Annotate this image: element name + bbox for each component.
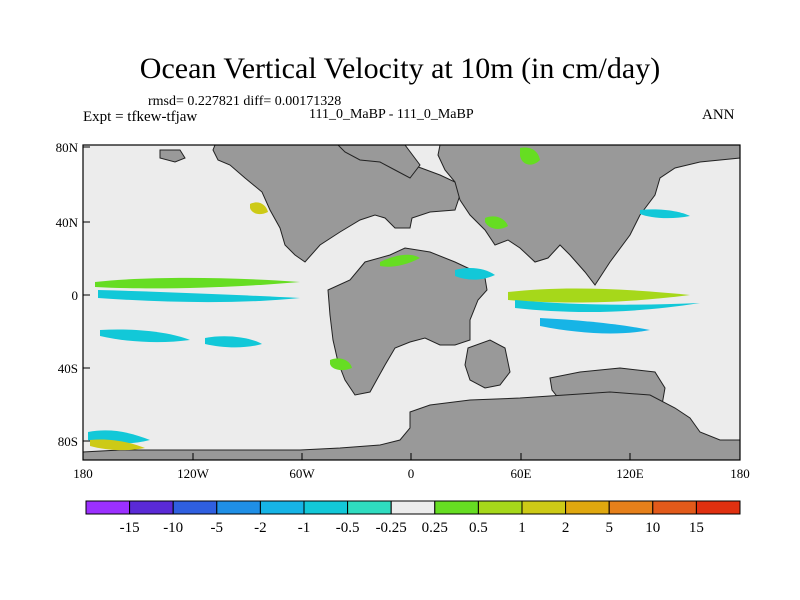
lon-label-120w: 120W bbox=[177, 466, 210, 481]
africa-landmass bbox=[464, 339, 511, 389]
lat-label-0: 0 bbox=[72, 288, 79, 303]
lat-label-40n: 40N bbox=[56, 215, 79, 230]
colorbar-label: 0.25 bbox=[422, 520, 448, 536]
colorbar-box bbox=[347, 500, 392, 515]
lon-label-60e: 60E bbox=[511, 466, 532, 481]
eurasia-landmass bbox=[437, 144, 741, 286]
anomaly-patch bbox=[455, 267, 495, 280]
anomaly-patch bbox=[508, 288, 690, 303]
colorbar-box bbox=[390, 500, 436, 515]
lon-label-60w: 60W bbox=[289, 466, 315, 481]
lat-label-40s: 40S bbox=[58, 361, 78, 376]
lat-label-80s: 80S bbox=[58, 434, 78, 449]
lon-label-180e: 180 bbox=[730, 466, 750, 481]
colorbar-box bbox=[695, 500, 741, 515]
cases-label: 111_0_MaBP - 111_0_MaBP bbox=[309, 107, 474, 122]
map-panel: 80N 40N 0 40S 80S 180 120W 60W 0 60E 120… bbox=[56, 140, 750, 481]
anomaly-patch bbox=[205, 336, 262, 348]
chart-title: Ocean Vertical Velocity at 10m (in cm/da… bbox=[139, 52, 661, 85]
colorbar-box bbox=[216, 500, 261, 515]
colorbar-label: -0.25 bbox=[376, 520, 407, 536]
anomaly-patch bbox=[640, 209, 690, 219]
anomaly-patch bbox=[380, 254, 420, 267]
north-pacific-island bbox=[159, 149, 186, 163]
axis-ticks bbox=[83, 146, 631, 460]
colorbar-box bbox=[477, 500, 523, 515]
colorbar-box bbox=[608, 500, 654, 515]
colorbar-box bbox=[652, 500, 697, 515]
anomaly-patch bbox=[520, 147, 540, 165]
colorbar-box bbox=[565, 500, 610, 515]
colorbar-label: -0.5 bbox=[336, 520, 360, 536]
lon-label-180w: 180 bbox=[73, 466, 93, 481]
anomaly-patches bbox=[88, 147, 700, 451]
colorbar: -15 -10 -5 -2 -1 -0.5 -0.25 0.25 0.5 1 2 5 10 15 bbox=[85, 500, 741, 536]
land-masses bbox=[82, 144, 741, 461]
rmsd-subtitle: rmsd= 0.227821 diff= 0.00171328 bbox=[148, 94, 342, 109]
anomaly-patch bbox=[250, 202, 268, 215]
colorbar-box bbox=[303, 500, 349, 515]
colorbar-label: -1 bbox=[298, 520, 311, 536]
anomaly-patch bbox=[515, 300, 700, 313]
colorbar-box bbox=[434, 500, 479, 515]
anomaly-patch bbox=[95, 277, 300, 289]
colorbar-label: 15 bbox=[689, 520, 704, 536]
colorbar-box bbox=[85, 500, 131, 515]
colorbar-box bbox=[521, 500, 567, 515]
greenland-landmass bbox=[336, 144, 421, 179]
colorbar-label: -10 bbox=[163, 520, 183, 536]
anomaly-patch bbox=[100, 329, 190, 343]
colorbar-label: 5 bbox=[605, 520, 613, 536]
colorbar-label: 10 bbox=[645, 520, 660, 536]
anomaly-patch bbox=[540, 318, 650, 334]
experiment-label: Expt = tfkew-tfjaw bbox=[83, 109, 198, 125]
colorbar-label: 0.5 bbox=[469, 520, 488, 536]
colorbar-box bbox=[259, 500, 305, 515]
colorbar-label: -5 bbox=[211, 520, 224, 536]
anomaly-patch bbox=[485, 216, 508, 229]
season-label: ANN bbox=[702, 107, 735, 123]
colorbar-label: -2 bbox=[254, 520, 267, 536]
colorbar-box bbox=[129, 500, 174, 515]
lon-label-120e: 120E bbox=[616, 466, 644, 481]
colorbar-label: -15 bbox=[120, 520, 140, 536]
lat-label-80n: 80N bbox=[56, 140, 79, 155]
lon-label-0: 0 bbox=[408, 466, 415, 481]
anomaly-patch bbox=[98, 290, 300, 303]
colorbar-label: 2 bbox=[562, 520, 570, 536]
anomaly-patch bbox=[330, 358, 352, 371]
south-america-africa-landmass bbox=[327, 247, 488, 396]
anomaly-patch bbox=[90, 439, 145, 451]
colorbar-label: 1 bbox=[518, 520, 526, 536]
colorbar-box bbox=[172, 500, 218, 515]
